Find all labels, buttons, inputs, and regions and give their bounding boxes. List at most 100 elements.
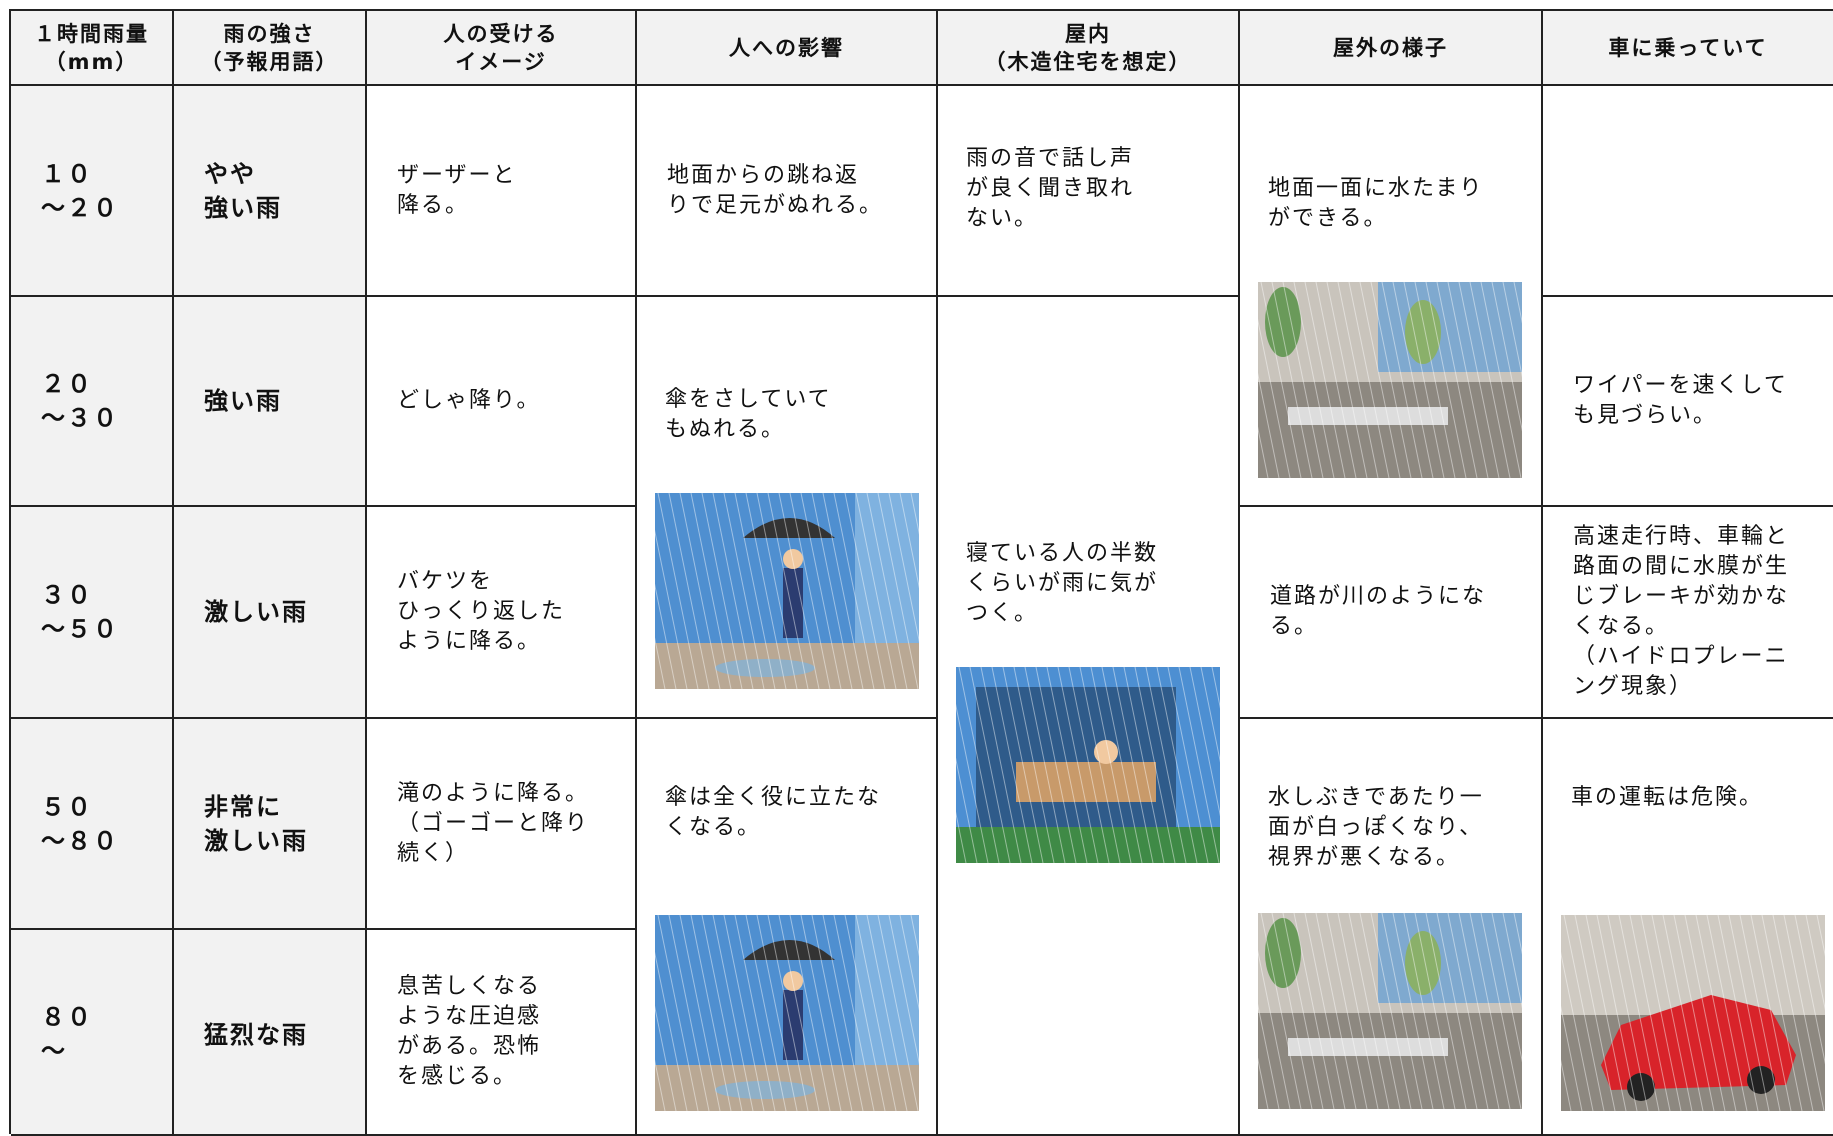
plants — [956, 827, 1220, 863]
bed — [1016, 762, 1156, 802]
indoor-cell: 雨の音で話し声 が良く聞き取れ ない。 — [938, 86, 1240, 297]
outdoor-text: 水しぶきであたり一 面が白っぽくなり、 視界が悪くなる。 — [1268, 785, 1484, 870]
rain — [1640, 915, 1682, 1111]
rain — [1436, 913, 1478, 1109]
rain — [822, 493, 864, 689]
rain — [1359, 282, 1401, 478]
rain — [1783, 915, 1825, 1111]
car-body — [1601, 995, 1796, 1090]
rainfall: ５０ ～８０ — [11, 719, 174, 930]
rain — [833, 493, 875, 689]
rain — [1392, 282, 1434, 478]
rain — [1761, 915, 1803, 1111]
rain — [1282, 282, 1324, 478]
rain — [866, 915, 908, 1111]
rain — [1304, 913, 1346, 1109]
wheel — [1627, 1073, 1655, 1101]
rain — [1651, 915, 1693, 1111]
rain — [956, 757, 978, 863]
rain — [1068, 667, 1110, 863]
rain — [723, 493, 765, 689]
rain — [958, 667, 1000, 863]
rain — [690, 915, 732, 1111]
car-text: 車の運転は危険。 — [1571, 785, 1764, 810]
car-text: 高速走行時、車輪と 路面の間に水膜が生 じブレーキが効かな くなる。 （ハイドロ… — [1543, 507, 1833, 719]
indoor-text: 寝ている人の半数 くらいが雨に気が つく。 — [966, 541, 1159, 626]
rain — [1326, 913, 1368, 1109]
rain — [668, 915, 710, 1111]
rain — [756, 915, 798, 1111]
rain — [822, 915, 864, 1111]
tree — [1405, 931, 1441, 995]
rain — [1585, 915, 1627, 1111]
rain — [844, 493, 886, 689]
rain — [899, 493, 919, 589]
rain — [668, 493, 710, 689]
rain — [745, 915, 787, 1111]
rain — [1293, 913, 1335, 1109]
rain — [1480, 913, 1522, 1109]
rain — [1359, 913, 1401, 1109]
rain — [734, 915, 776, 1111]
building — [1378, 282, 1522, 372]
rain — [991, 667, 1033, 863]
rain — [789, 915, 831, 1111]
building — [655, 493, 855, 643]
rain — [866, 493, 908, 689]
rain — [1574, 915, 1616, 1111]
outdoor-text: 地面一面に水たまり ができる。 — [1268, 176, 1484, 231]
rain — [800, 493, 842, 689]
rain — [1772, 915, 1814, 1111]
car-cell: 車の運転は危険。 — [1543, 719, 1833, 1136]
effect-text: 地面からの跳ね返 りで足元がぬれる。 — [637, 86, 938, 297]
rain — [1258, 949, 1291, 1109]
rain — [679, 493, 721, 689]
rain — [1258, 318, 1291, 478]
rain — [1293, 282, 1335, 478]
rain — [888, 493, 919, 643]
rain — [679, 915, 721, 1111]
rain — [1271, 913, 1313, 1109]
rain — [1370, 282, 1412, 478]
rain — [1178, 667, 1220, 863]
rain — [1816, 915, 1825, 957]
rain — [1458, 913, 1500, 1109]
rain — [899, 915, 919, 1011]
rain — [910, 915, 919, 957]
header-cell: 人の受ける イメージ — [367, 11, 637, 86]
rain — [701, 915, 743, 1111]
rain — [701, 493, 743, 689]
rain — [833, 915, 875, 1111]
head — [783, 971, 803, 991]
rain — [1101, 667, 1143, 863]
rain — [789, 493, 831, 689]
rain — [655, 529, 688, 689]
rain — [1189, 667, 1220, 817]
intensity: 非常に 激しい雨 — [174, 719, 367, 930]
rain — [1414, 913, 1456, 1109]
rain — [1134, 667, 1176, 863]
rain — [690, 493, 732, 689]
rain — [1717, 915, 1759, 1111]
rain — [655, 637, 666, 689]
rain — [1436, 282, 1478, 478]
rain — [1425, 282, 1467, 478]
rain — [1381, 282, 1423, 478]
car-text: ワイパーを速くして も見づらい。 — [1543, 297, 1833, 507]
rain — [1403, 282, 1445, 478]
rain — [910, 493, 919, 535]
road — [1258, 382, 1522, 478]
rain — [734, 493, 776, 689]
puddle — [715, 659, 815, 677]
rain — [1561, 951, 1594, 1111]
rain — [1706, 915, 1748, 1111]
rain — [778, 915, 820, 1111]
header-cell: 屋外の様子 — [1240, 11, 1543, 86]
rain — [1258, 1003, 1280, 1109]
rain — [1458, 282, 1500, 478]
indoor-text: 雨の音で話し声 が良く聞き取れ ない。 — [966, 146, 1135, 231]
rain — [1684, 915, 1726, 1111]
rain — [877, 493, 919, 689]
rain — [956, 703, 989, 863]
rain — [1502, 913, 1522, 1009]
